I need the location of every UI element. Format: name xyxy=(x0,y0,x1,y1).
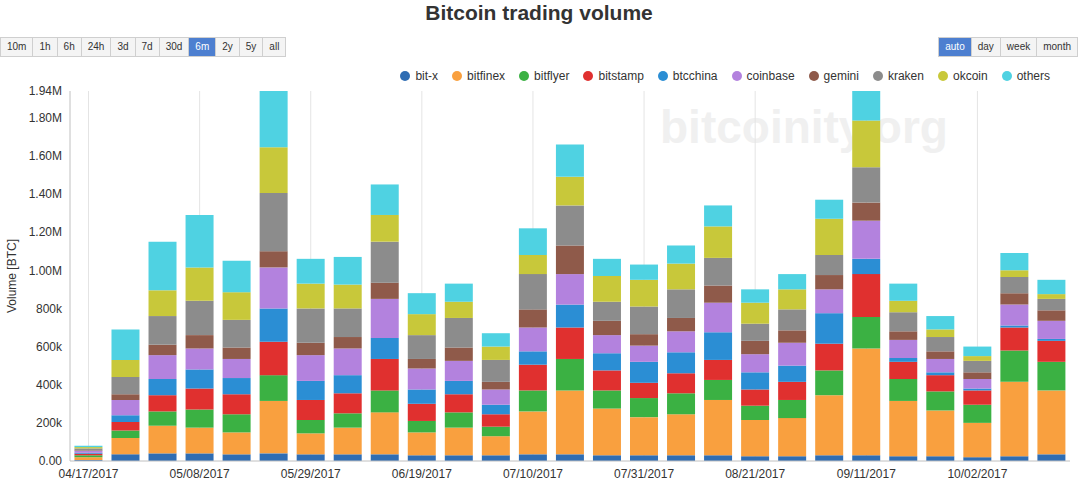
html-text:Bitcoin trading volume: Bitcoin trading volume xyxy=(425,1,653,24)
html-text:bitstamp: bitstamp xyxy=(598,69,644,83)
html-text:week: week xyxy=(1006,41,1031,52)
html-text:kraken: kraken xyxy=(887,69,924,83)
html-text:all: all xyxy=(269,41,280,52)
html-text:5y: 5y xyxy=(245,41,257,52)
svg-text:05/08/2017: 05/08/2017 xyxy=(170,467,230,481)
html-text:2y: 2y xyxy=(222,41,233,52)
svg-text:1.00M: 1.00M xyxy=(29,264,62,278)
html-text:coinbase: coinbase xyxy=(746,69,795,83)
svg-text:09/11/2017: 09/11/2017 xyxy=(837,467,896,481)
html-text:others: others xyxy=(1016,69,1050,83)
html-text:6h: 6h xyxy=(63,41,75,52)
svg-text:1.80M: 1.80M xyxy=(29,111,62,125)
html-text:bit-x: bit-x xyxy=(415,69,439,83)
html-text:30d: 30d xyxy=(165,41,183,52)
svg-text:1.60M: 1.60M xyxy=(29,149,62,163)
html-text:10m: 10m xyxy=(7,41,27,52)
html-text:month: month xyxy=(1043,41,1071,52)
svg-text:1.40M: 1.40M xyxy=(29,187,62,201)
html-text:btcchina: btcchina xyxy=(672,69,718,83)
svg-text:04/17/2017: 04/17/2017 xyxy=(58,467,118,481)
html-text:bitfinex: bitfinex xyxy=(467,69,506,83)
html-text:day: day xyxy=(977,41,994,52)
svg-text:1.20M: 1.20M xyxy=(29,225,62,239)
svg-text:600k: 600k xyxy=(36,340,63,354)
svg-text:1.94M: 1.94M xyxy=(29,84,62,98)
html-text:1h: 1h xyxy=(39,41,51,52)
svg-text:07/10/2017: 07/10/2017 xyxy=(503,467,563,481)
html-text:auto: auto xyxy=(945,41,965,52)
html-text:bitcoinity.org: bitcoinity.org xyxy=(660,101,948,153)
html-text:24h: 24h xyxy=(87,41,105,52)
svg-text:06/19/2017: 06/19/2017 xyxy=(392,467,452,481)
html-text:bitflyer: bitflyer xyxy=(534,69,570,83)
svg-text:200k: 200k xyxy=(36,416,63,430)
svg-text:10/02/2017: 10/02/2017 xyxy=(947,467,1007,481)
html-text:7d: 7d xyxy=(141,41,153,52)
svg-text:800k: 800k xyxy=(36,302,63,316)
svg-text:0.00: 0.00 xyxy=(39,454,63,468)
html-text:6m: 6m xyxy=(195,41,210,52)
svg-text:07/31/2017: 07/31/2017 xyxy=(614,467,674,481)
svg-text:08/21/2017: 08/21/2017 xyxy=(725,467,785,481)
html-text:gemini: gemini xyxy=(823,69,859,83)
svg-text:400k: 400k xyxy=(36,378,63,392)
html-text:3d: 3d xyxy=(117,41,129,52)
html-text:okcoin: okcoin xyxy=(953,69,988,83)
svg-text:05/29/2017: 05/29/2017 xyxy=(281,467,341,481)
svg-text:Volume [BTC]: Volume [BTC] xyxy=(8,239,19,313)
